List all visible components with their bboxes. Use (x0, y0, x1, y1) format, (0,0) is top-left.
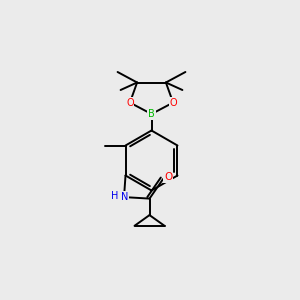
Text: O: O (164, 172, 172, 182)
Text: O: O (169, 98, 177, 108)
Text: H: H (111, 190, 118, 201)
Text: O: O (126, 98, 134, 108)
Text: B: B (148, 109, 155, 119)
Text: N: N (121, 192, 128, 202)
